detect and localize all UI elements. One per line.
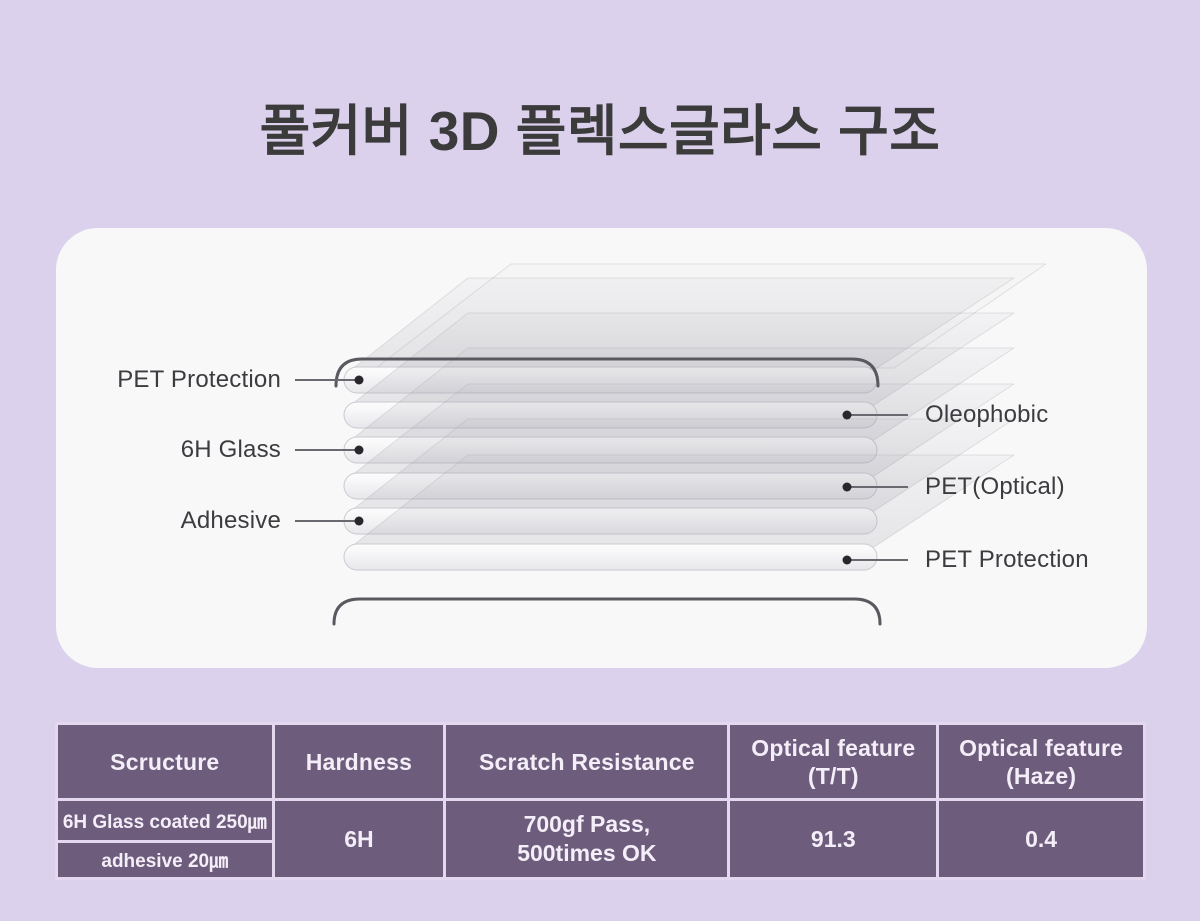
structure-glass-thickness: 6H Glass coated 250㎛ <box>62 811 267 833</box>
callout-left-dots <box>354 375 364 526</box>
cell-optical-tt: 91.3 <box>727 798 940 880</box>
header-hardness: Hardness <box>271 722 447 801</box>
layer-label-adhesive: Adhesive <box>180 507 281 534</box>
header-optical-tt: Optical feature (T/T) <box>727 722 940 801</box>
cell-hardness: 6H <box>271 798 447 880</box>
cell-scratch-resistance: 700gf Pass, 500times OK <box>443 798 731 880</box>
spec-table-data-row: 6H Glass coated 250㎛ adhesive 20㎛ 6H 700… <box>55 798 1146 880</box>
layer-label-oleophobic: Oleophobic <box>925 401 1049 428</box>
callout-right <box>850 414 908 561</box>
layer-label-pet-optical: PET(Optical) <box>925 473 1065 500</box>
page-title: 풀커버 3D 플렉스글라스 구조 <box>259 100 941 162</box>
header-structure: Scructure <box>55 722 275 801</box>
layer-stack-illustration <box>295 263 1047 626</box>
callout-left <box>295 379 356 522</box>
callout-right-dots <box>842 410 852 565</box>
layer-label-6h-glass: 6H Glass <box>180 436 281 463</box>
header-optical-haze: Optical feature (Haze) <box>936 722 1146 801</box>
layer-label-pet-protection-bottom: PET Protection <box>925 546 1089 573</box>
cell-structure: 6H Glass coated 250㎛ adhesive 20㎛ <box>55 798 275 880</box>
glass-bottom-edge <box>332 597 882 626</box>
spec-table: Scructure Hardness Scratch Resistance Op… <box>55 722 1146 880</box>
glass-top-edge <box>334 357 880 388</box>
layer-label-pet-protection-top: PET Protection <box>117 366 281 393</box>
structure-adhesive-thickness: adhesive 20㎛ <box>58 839 272 877</box>
header-scratch-resistance: Scratch Resistance <box>443 722 731 801</box>
layer-structure-card: PET Protection 6H Glass Adhesive Oleopho… <box>56 228 1147 668</box>
cell-optical-haze: 0.4 <box>936 798 1146 880</box>
glass-layer <box>343 454 1015 571</box>
spec-table-header-row: Scructure Hardness Scratch Resistance Op… <box>55 722 1146 801</box>
